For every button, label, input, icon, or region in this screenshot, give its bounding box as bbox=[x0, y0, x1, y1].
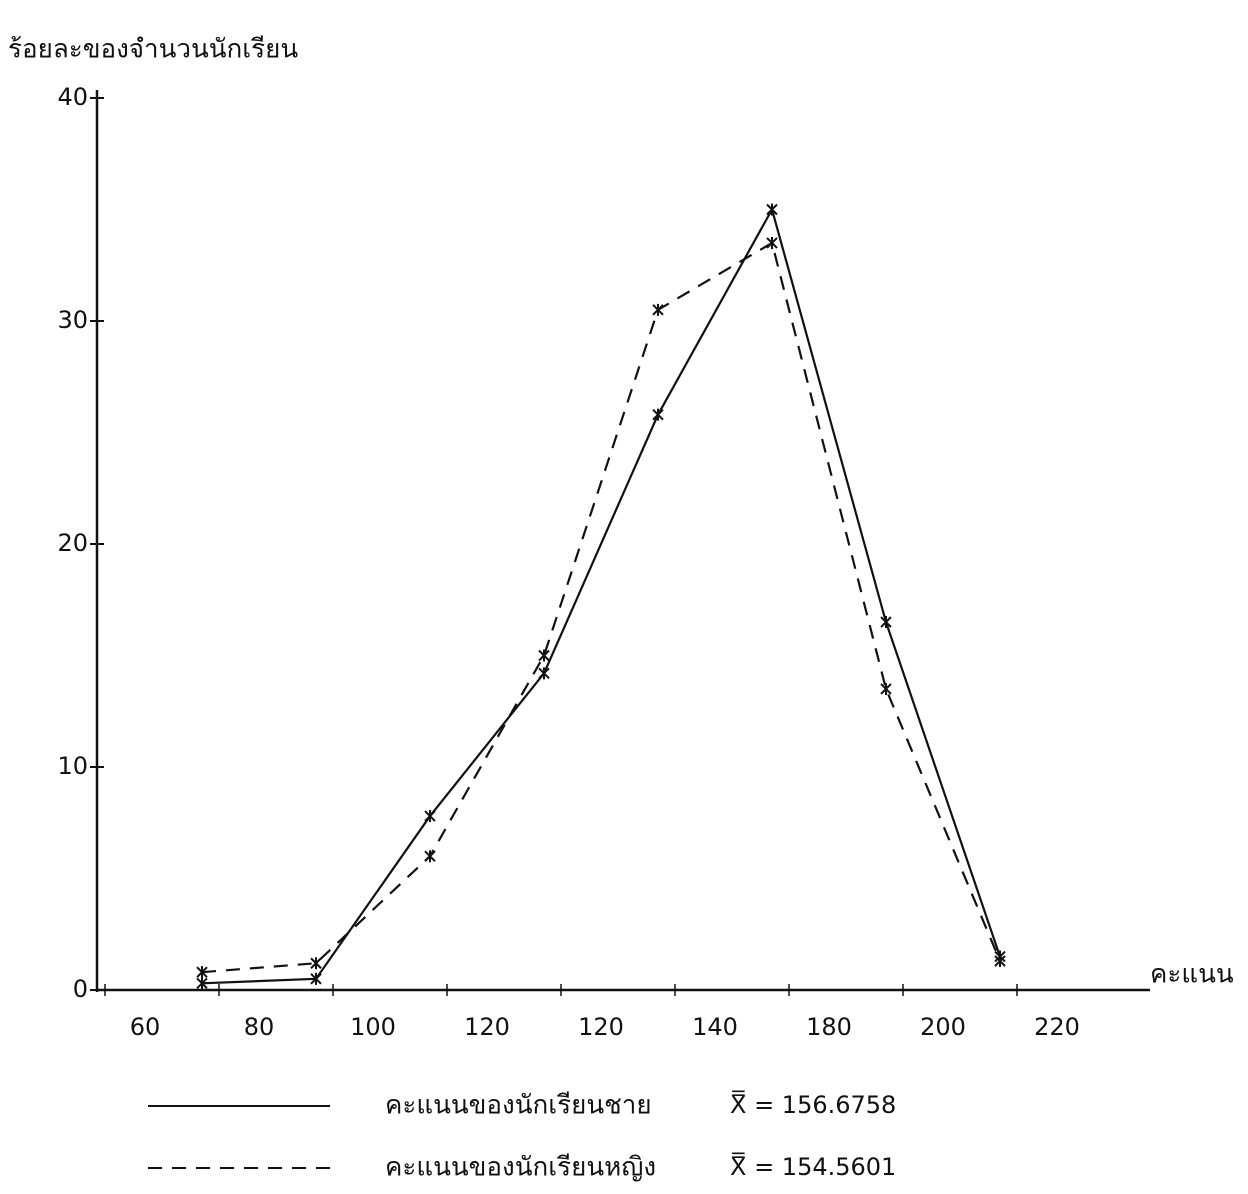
x-tick-label: 180 bbox=[806, 1013, 852, 1041]
point-marker bbox=[881, 683, 891, 695]
x-tick-label: 80 bbox=[244, 1013, 275, 1041]
x-tick-label: 120 bbox=[464, 1013, 510, 1041]
y-tick-label: 10 bbox=[57, 752, 88, 780]
point-marker bbox=[767, 204, 777, 216]
point-marker bbox=[425, 850, 435, 862]
legend-mean: X̿ = 156.6758 bbox=[730, 1090, 896, 1119]
x-tick-label: 220 bbox=[1034, 1013, 1080, 1041]
point-marker bbox=[767, 237, 777, 249]
point-marker bbox=[653, 409, 663, 421]
point-marker bbox=[881, 616, 891, 628]
x-axis-label: คะแนน bbox=[1150, 960, 1234, 990]
legend-label: คะแนนของนักเรียนชาย bbox=[385, 1091, 652, 1121]
point-marker bbox=[653, 304, 663, 316]
x-tick-label: 140 bbox=[692, 1013, 738, 1041]
chart: ร้อยละของจำนวนนักเรียน คะแนน 0 10 20 30 40 60… bbox=[0, 0, 1248, 1194]
point-marker bbox=[311, 957, 321, 969]
y-axis-label: ร้อยละของจำนวนนักเรียน bbox=[8, 35, 298, 65]
legend-mean: X̿ = 154.5601 bbox=[730, 1152, 896, 1181]
y-tick-label: 30 bbox=[57, 306, 88, 334]
point-marker bbox=[539, 650, 549, 662]
x-tick-label: 120 bbox=[578, 1013, 624, 1041]
x-tick-label: 60 bbox=[130, 1013, 161, 1041]
legend-label: คะแนนของนักเรียนหญิง bbox=[385, 1153, 656, 1183]
y-tick-label: 40 bbox=[57, 83, 88, 111]
y-tick-label: 20 bbox=[57, 529, 88, 557]
series-line bbox=[202, 243, 1000, 972]
series-line bbox=[202, 210, 1000, 984]
point-marker bbox=[539, 667, 549, 679]
x-tick-label: 200 bbox=[920, 1013, 966, 1041]
point-marker bbox=[425, 810, 435, 822]
x-tick-label: 100 bbox=[350, 1013, 396, 1041]
y-tick-label: 0 bbox=[73, 975, 88, 1003]
